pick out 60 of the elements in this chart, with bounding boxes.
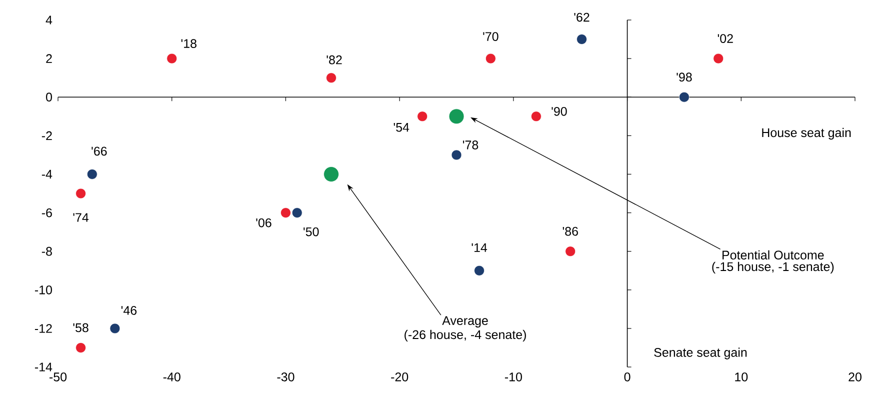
point bbox=[576, 34, 587, 44]
annotation: Average bbox=[442, 316, 488, 328]
annotation: '62 bbox=[574, 12, 590, 22]
x-tick-label: -10 bbox=[504, 372, 522, 382]
annotation: '18 bbox=[181, 39, 196, 48]
annotation: Potential Outcome bbox=[722, 250, 824, 260]
point bbox=[326, 72, 336, 84]
point bbox=[86, 169, 98, 180]
annotation: '70 bbox=[483, 32, 498, 41]
x-axis-title: House seat gain bbox=[762, 128, 851, 140]
annotation: '58 bbox=[73, 323, 88, 332]
y-tick-label: -14 bbox=[34, 362, 52, 372]
x-tick-label: -30 bbox=[277, 372, 294, 382]
annotation: (-26 house, -4 senate) bbox=[404, 330, 526, 342]
x-tick-label: -40 bbox=[163, 372, 180, 382]
annotation: '06 bbox=[256, 218, 272, 228]
point bbox=[280, 208, 291, 218]
y-tick-label: -12 bbox=[34, 324, 52, 333]
y-tick-label: -10 bbox=[34, 285, 52, 294]
point bbox=[474, 265, 484, 276]
point bbox=[110, 323, 120, 334]
point bbox=[565, 246, 576, 257]
annotation: '78 bbox=[463, 140, 478, 150]
y-tick-label: 2 bbox=[46, 54, 52, 63]
y-tick-label: -8 bbox=[42, 246, 52, 256]
y-tick-label: -6 bbox=[42, 208, 52, 218]
point bbox=[485, 53, 496, 64]
point bbox=[713, 53, 724, 64]
y-tick-label: -2 bbox=[42, 131, 52, 140]
point bbox=[448, 108, 464, 124]
y-tick-label: 4 bbox=[46, 16, 52, 24]
point bbox=[76, 342, 86, 353]
point bbox=[166, 53, 178, 64]
point bbox=[531, 111, 542, 122]
annotation: '14 bbox=[472, 243, 488, 252]
x-tick-label: 10 bbox=[735, 372, 748, 382]
point bbox=[292, 208, 302, 218]
x-tick-label: 0 bbox=[624, 372, 630, 382]
point bbox=[76, 188, 86, 199]
y-tick-label: -4 bbox=[42, 170, 52, 179]
x-tick-label: 20 bbox=[848, 372, 862, 382]
annotation: (-15 house, -1 senate) bbox=[712, 262, 834, 274]
annotation: '74 bbox=[73, 213, 89, 222]
annotation: '66 bbox=[92, 146, 107, 156]
annotation: '54 bbox=[394, 123, 410, 132]
x-tick-label: -50 bbox=[50, 372, 67, 382]
point bbox=[679, 92, 690, 102]
point bbox=[451, 150, 462, 160]
point bbox=[324, 166, 339, 182]
annotation: '90 bbox=[552, 106, 567, 116]
annotation: '98 bbox=[676, 72, 692, 82]
x-tick-label: -20 bbox=[391, 372, 408, 382]
annotation: '02 bbox=[718, 34, 733, 43]
y-tick-label: 0 bbox=[46, 92, 52, 102]
annotation: '46 bbox=[121, 306, 137, 315]
annotation: '86 bbox=[562, 226, 578, 236]
annotation: '50 bbox=[304, 227, 319, 236]
y-axis-title: Senate seat gain bbox=[654, 348, 747, 360]
annotation: '82 bbox=[326, 55, 342, 64]
point bbox=[417, 111, 428, 122]
